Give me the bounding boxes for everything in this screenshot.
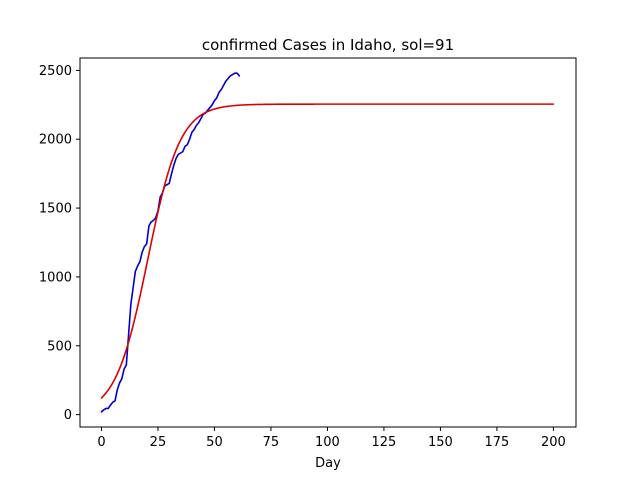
chart-title: confirmed Cases in Idaho, sol=91 xyxy=(202,36,454,54)
x-tick-label: 25 xyxy=(150,435,167,450)
series-line-confirmed xyxy=(100,72,241,413)
y-tick-label: 500 xyxy=(47,339,72,354)
y-tick-label: 2000 xyxy=(39,133,72,148)
x-axis: 0 25 50 75 100 125 150 175 200 xyxy=(97,427,566,450)
x-tick-label: 100 xyxy=(315,435,340,450)
y-tick-label: 0 xyxy=(64,408,72,423)
x-tick-label: 150 xyxy=(428,435,453,450)
y-tick-label: 1000 xyxy=(39,270,72,285)
x-tick-label: 175 xyxy=(484,435,509,450)
plot-frame xyxy=(79,57,577,428)
x-tick-label: 75 xyxy=(263,435,280,450)
x-tick-label: 200 xyxy=(541,435,566,450)
y-tick-label: 1500 xyxy=(39,202,72,217)
x-axis-label: Day xyxy=(315,456,341,471)
x-tick-label: 125 xyxy=(372,435,397,450)
x-tick-label: 0 xyxy=(97,435,105,450)
y-axis: 0 500 1000 1500 2000 2500 xyxy=(39,64,80,423)
series-line-model xyxy=(100,103,555,399)
plot-marks xyxy=(100,72,555,413)
x-tick-label: 50 xyxy=(206,435,223,450)
y-tick-label: 2500 xyxy=(39,64,72,79)
